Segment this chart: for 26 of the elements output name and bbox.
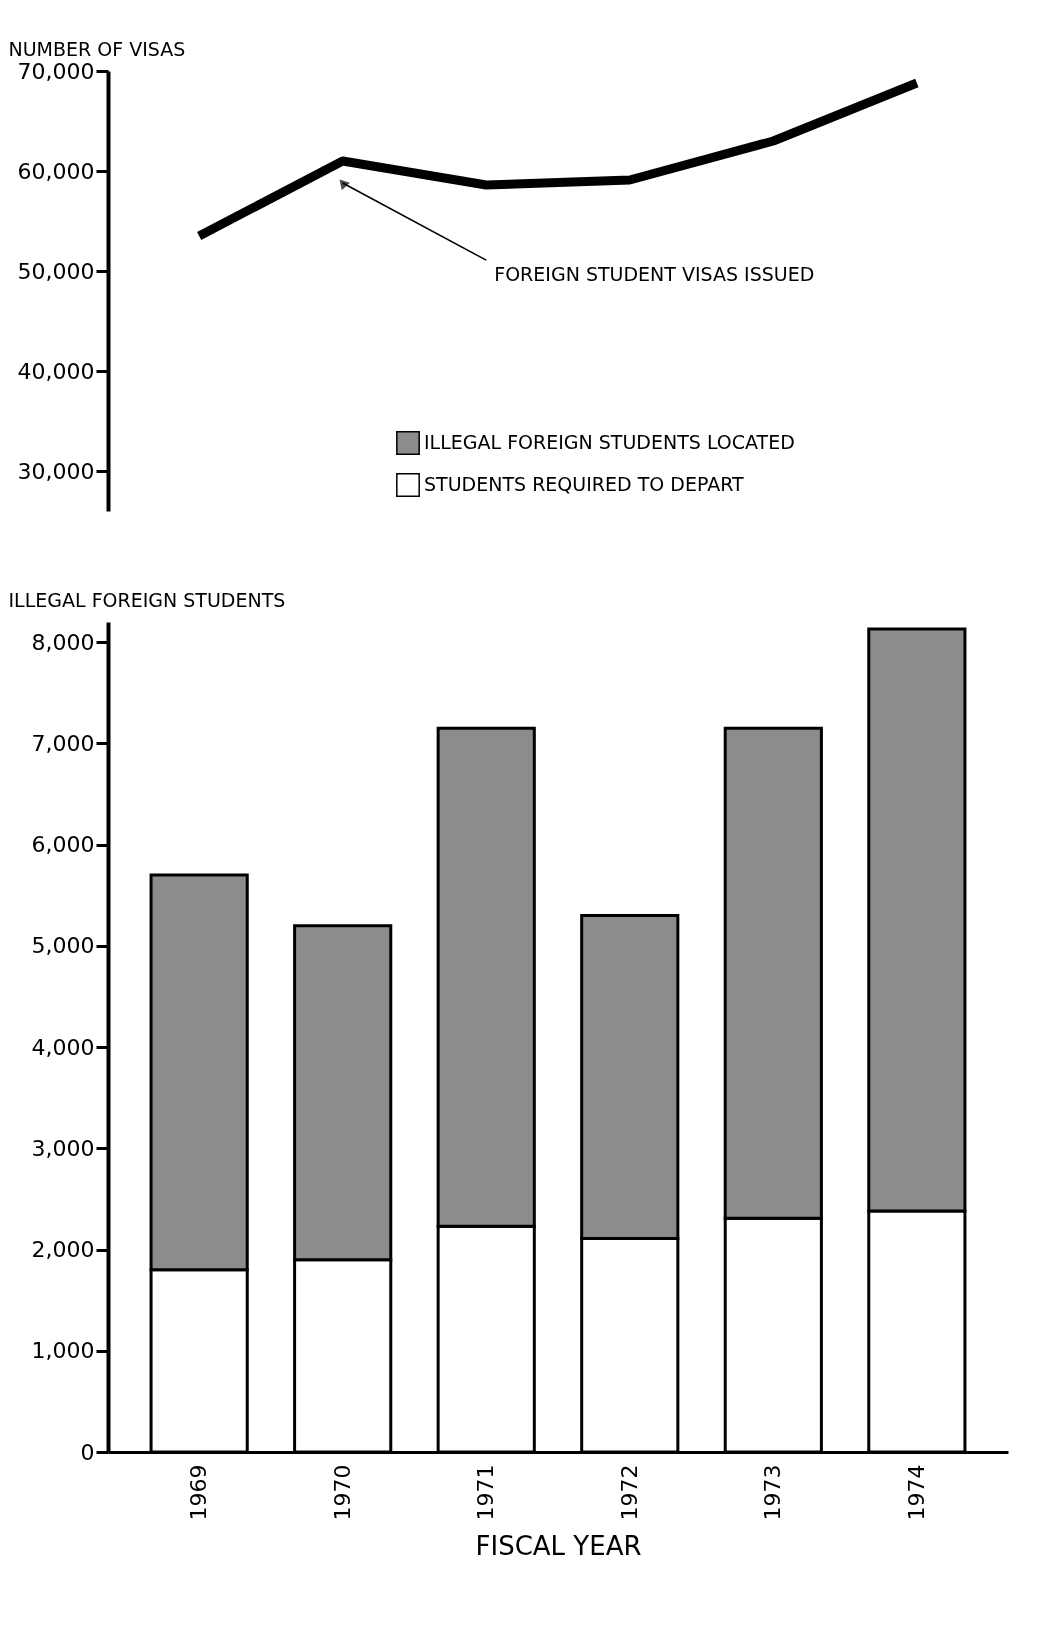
x-tick-label: 1972 bbox=[616, 1464, 642, 1521]
x-tick-label: 1969 bbox=[186, 1464, 212, 1521]
x-tick-label: 1973 bbox=[760, 1464, 786, 1521]
y-tick-label: 8,000 bbox=[31, 629, 95, 655]
x-tick-label: 1970 bbox=[329, 1464, 355, 1521]
y-tick-label: 5,000 bbox=[31, 933, 95, 959]
x-axis-title: FISCAL YEAR bbox=[475, 1531, 642, 1562]
y-tick-label: 40,000 bbox=[17, 358, 95, 384]
y-tick-label: 60,000 bbox=[17, 158, 95, 184]
y-tick-label: 50,000 bbox=[17, 258, 95, 284]
y-tick-label: 7,000 bbox=[31, 730, 95, 756]
y-tick-label: 30,000 bbox=[17, 458, 95, 484]
x-tick-label: 1974 bbox=[903, 1464, 929, 1521]
y-axis-title: NUMBER OF VISAS bbox=[8, 37, 186, 60]
y-tick-label: 3,000 bbox=[31, 1135, 95, 1161]
y-axis-title: ILLEGAL FOREIGN STUDENTS bbox=[8, 588, 286, 611]
y-tick-label: 4,000 bbox=[31, 1034, 95, 1060]
y-tick-label: 0 bbox=[80, 1439, 95, 1465]
x-tick-label: 1971 bbox=[473, 1464, 499, 1521]
text: FOREIGN STUDENT VISAS ISSUED bbox=[494, 263, 815, 286]
y-tick-label: 1,000 bbox=[31, 1338, 95, 1364]
y-tick-label: 70,000 bbox=[17, 58, 95, 84]
y-tick-label: 6,000 bbox=[31, 832, 95, 858]
y-tick-label: 2,000 bbox=[31, 1237, 95, 1263]
legend-label: STUDENTS REQUIRED TO DEPART bbox=[424, 473, 744, 495]
legend-label: ILLEGAL FOREIGN STUDENTS LOCATED bbox=[424, 431, 795, 453]
